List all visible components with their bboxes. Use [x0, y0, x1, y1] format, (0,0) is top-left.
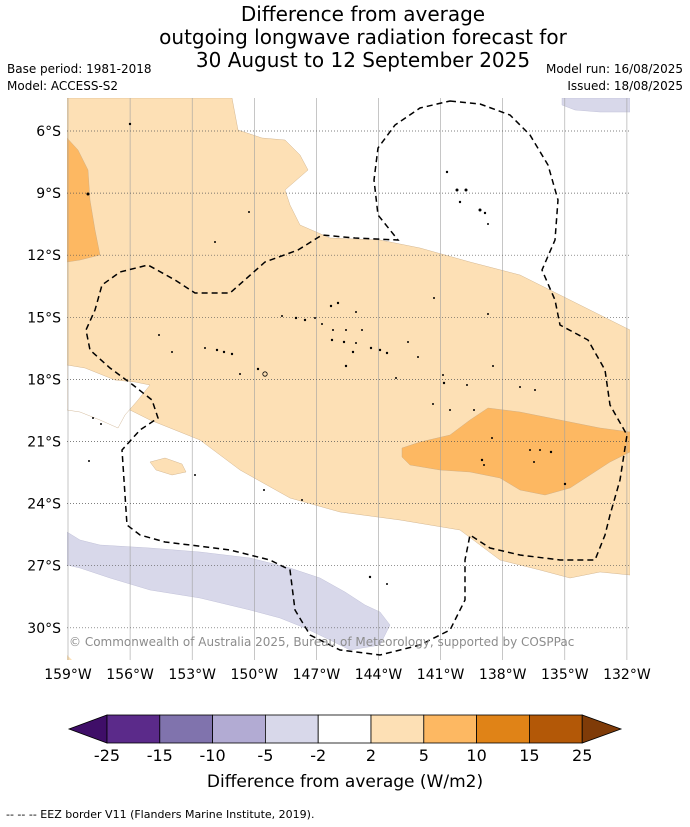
lon-label: 153°W	[168, 667, 216, 683]
colorbar-segment	[264, 714, 319, 744]
colorbar-tick-label: 10	[466, 746, 486, 765]
colorbar-tick-label: -2	[310, 746, 326, 765]
colorbar-tick-label: 2	[366, 746, 376, 765]
anomaly-blob-small	[149, 457, 187, 476]
colorbar-tick-label: -25	[94, 746, 120, 765]
title-line-1: Difference from average	[240, 2, 486, 26]
copyright-text: © Commonwealth of Australia 2025, Bureau…	[69, 635, 574, 649]
lat-label: 30°S	[27, 621, 61, 637]
anomaly-region-neg-sw	[67, 531, 391, 651]
eez-footnote: -- -- -- EEZ border V11 (Flanders Marine…	[6, 808, 315, 821]
lat-label: 15°S	[27, 310, 61, 326]
neutral-notch-west	[67, 364, 151, 429]
colorbar-segment	[317, 714, 372, 744]
lat-label: 27°S	[27, 559, 61, 575]
colorbar: -25 -15 -10 -5 -2 2 5 10 15 25	[67, 714, 623, 765]
colorbar-segment	[476, 714, 530, 744]
lon-label: 138°W	[479, 667, 527, 683]
lon-label: 150°W	[231, 667, 279, 683]
lat-label: 21°S	[27, 435, 61, 451]
lon-label: 159°W	[44, 667, 92, 683]
lat-label: 9°S	[36, 186, 61, 202]
colorbar-tick-label: -15	[147, 746, 173, 765]
lon-label: 147°W	[293, 667, 341, 683]
lon-label: 135°W	[541, 667, 589, 683]
base-period: Base period: 1981-2018	[7, 62, 152, 76]
colorbar-segment	[159, 714, 214, 744]
lat-label: 18°S	[27, 372, 61, 388]
lat-label: 6°S	[36, 124, 61, 140]
title-line-2: outgoing longwave radiation forecast for	[159, 25, 567, 49]
colorbar-extend-low	[67, 714, 108, 744]
colorbar-label: Difference from average (W/m2)	[206, 772, 484, 792]
anomaly-region-5-10-west	[67, 137, 101, 263]
anomaly-region-neg-ne	[561, 98, 630, 113]
longitude-labels: 159°W 156°W 153°W 150°W 147°W 144°W 141°W 138°W…	[44, 667, 651, 683]
colorbar-segment	[212, 714, 266, 744]
model-name: Model: ACCESS-S2	[7, 79, 119, 93]
model-run: Model run: 16/08/2025	[545, 62, 683, 76]
title-line-3: 30 August to 12 September 2025	[195, 48, 531, 72]
colorbar-tick-label: 15	[519, 746, 539, 765]
islands	[86, 122, 567, 585]
colorbar-extend-high	[581, 714, 623, 744]
lon-label: 156°W	[106, 667, 154, 683]
lon-label: 132°W	[603, 667, 651, 683]
lon-label: 141°W	[417, 667, 465, 683]
colorbar-tick-label: -10	[200, 746, 226, 765]
map-figure: © Commonwealth of Australia 2025, Bureau…	[27, 98, 651, 765]
colorbar-tick-label: -5	[257, 746, 273, 765]
latitude-labels: 6°S 9°S 12°S 15°S 18°S 21°S 24°S 27°S 30°S	[27, 124, 61, 637]
lat-label: 12°S	[27, 248, 61, 264]
colorbar-segment	[529, 714, 583, 744]
colorbar-segment	[423, 714, 477, 744]
lat-label: 24°S	[27, 497, 61, 513]
anomaly-region-5-10-east	[401, 407, 630, 496]
colorbar-segment	[370, 714, 425, 744]
issued-date: Issued: 18/08/2025	[567, 79, 683, 93]
colorbar-tick-label: 5	[419, 746, 429, 765]
gridlines	[67, 98, 630, 660]
colorbar-segment	[106, 714, 161, 744]
lon-label: 144°W	[355, 667, 403, 683]
colorbar-tick-label: 25	[572, 746, 592, 765]
map-area: © Commonwealth of Australia 2025, Bureau…	[67, 98, 630, 660]
